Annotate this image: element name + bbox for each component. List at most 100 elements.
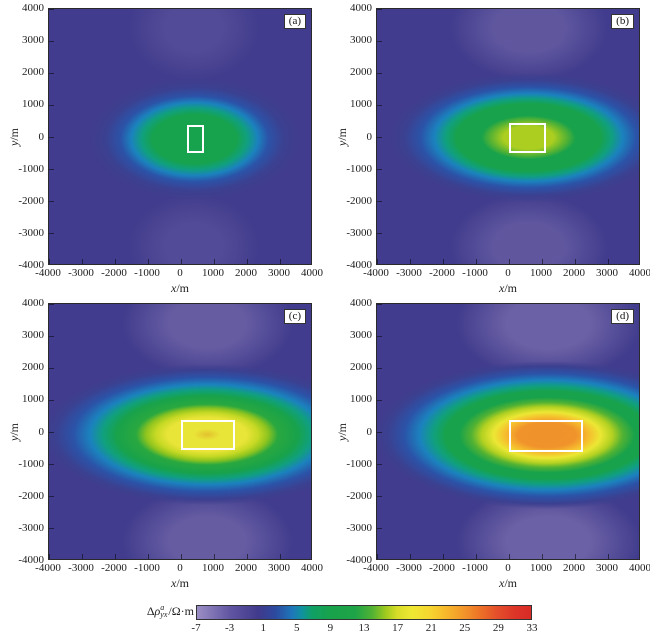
- x-tick-label: 3000: [268, 267, 290, 279]
- x-tick-label: -4000: [35, 562, 61, 574]
- contour-panel-b: (b): [376, 8, 640, 265]
- target-body-outline: [509, 419, 584, 452]
- y-axis-tick: [377, 40, 382, 42]
- x-tick-label: -3000: [396, 267, 422, 279]
- side-lobe-bottom: [121, 487, 294, 559]
- y-tick-label: -1000: [18, 162, 44, 175]
- colorbar-label-supsub: a yx: [160, 603, 168, 619]
- x-tick-label: -4000: [35, 267, 61, 279]
- y-tick-label: 0: [366, 130, 373, 143]
- x-axis-tick: [409, 259, 411, 264]
- x-tick-label: 0: [177, 562, 183, 574]
- anomaly-blob: [49, 363, 311, 506]
- x-tick-label: -2000: [429, 267, 455, 279]
- y-axis-tick: [377, 233, 382, 235]
- x-axis-tick: [49, 554, 50, 559]
- y-axis-tick: [377, 72, 382, 74]
- x-tick-label: -2000: [101, 562, 127, 574]
- x-axis-tick: [49, 259, 50, 264]
- target-body-outline: [509, 123, 546, 153]
- colorbar-label-sub: yx: [160, 610, 168, 619]
- y-tick-label: -3000: [346, 226, 372, 239]
- panel-label: (d): [611, 309, 634, 324]
- x-tick-label: -3000: [68, 562, 94, 574]
- contour-panel-c: (c): [48, 303, 312, 560]
- y-tick-label: -1000: [346, 162, 372, 175]
- x-tick-label: -1000: [134, 267, 160, 279]
- x-axis-unit: /m: [504, 281, 517, 295]
- x-axis-title: x/m: [160, 281, 200, 295]
- y-axis-unit: /m: [7, 127, 21, 141]
- x-axis-tick: [180, 259, 182, 264]
- x-tick-label: 1000: [530, 562, 552, 574]
- colorbar-tick-label: -3: [225, 622, 235, 634]
- colorbar-tick-label: 9: [327, 622, 334, 634]
- y-tick-label: -2000: [18, 194, 44, 207]
- side-lobe-top: [449, 9, 608, 82]
- y-tick-label: -4000: [346, 259, 372, 271]
- y-axis-tick: [377, 496, 382, 498]
- y-axis-tick: [377, 335, 382, 337]
- y-tick-label: 3000: [350, 34, 372, 47]
- y-tick-label: 0: [38, 425, 45, 438]
- x-tick-label: -4000: [363, 562, 389, 574]
- panel-label: (c): [283, 309, 306, 324]
- x-axis-tick: [508, 554, 510, 559]
- target-body-outline: [181, 419, 236, 451]
- y-axis-unit: /m: [7, 422, 21, 436]
- x-tick-label: 1000: [530, 267, 552, 279]
- x-axis-tick: [574, 554, 576, 559]
- colorbar-label-unit: /Ω·m: [168, 603, 194, 618]
- y-axis-title: y/m: [335, 117, 349, 157]
- x-tick-label: 0: [505, 562, 511, 574]
- y-axis-title: y/m: [7, 117, 21, 157]
- y-axis-tick: [377, 432, 382, 433]
- x-axis-var: x: [171, 281, 177, 295]
- x-axis-title: x/m: [488, 576, 528, 590]
- x-axis-unit: /m: [176, 281, 189, 295]
- y-tick-label: 0: [366, 425, 373, 438]
- side-lobe-bottom: [128, 193, 261, 264]
- x-axis-tick: [279, 259, 281, 264]
- colorbar-tick-label: 17: [392, 622, 404, 634]
- colorbar-tick-label: 13: [358, 622, 370, 634]
- colorbar-label-sup: a: [160, 603, 165, 612]
- x-tick-label: -3000: [396, 562, 422, 574]
- x-axis-tick: [409, 554, 411, 559]
- x-tick-label: 4000: [301, 267, 323, 279]
- y-axis-tick: [49, 104, 54, 106]
- x-axis-tick: [114, 259, 116, 264]
- x-tick-label: -1000: [462, 267, 488, 279]
- y-tick-label: 1000: [350, 393, 372, 406]
- colorbar-label-delta: Δ: [146, 603, 155, 618]
- x-axis-tick: [377, 259, 378, 264]
- contour-panel-d: (d): [376, 303, 640, 560]
- panel-label: (b): [611, 14, 634, 29]
- x-axis-tick: [442, 554, 444, 559]
- y-axis-tick: [49, 304, 54, 305]
- panel-label: (a): [283, 14, 306, 29]
- x-tick-label: 0: [505, 267, 511, 279]
- x-axis-tick: [607, 259, 609, 264]
- x-axis-tick: [541, 554, 543, 559]
- y-axis-tick: [377, 367, 382, 369]
- y-tick-label: 4000: [22, 2, 44, 14]
- x-axis-tick: [147, 259, 149, 264]
- y-tick-label: -1000: [346, 457, 372, 470]
- y-tick-label: -3000: [346, 521, 372, 534]
- x-tick-label: 4000: [629, 562, 650, 574]
- y-axis-tick: [49, 201, 54, 203]
- y-axis-tick: [49, 169, 54, 171]
- side-lobe-bottom: [456, 485, 639, 559]
- y-tick-label: -3000: [18, 226, 44, 239]
- x-tick-label: -1000: [134, 562, 160, 574]
- y-axis-tick: [377, 104, 382, 106]
- x-axis-tick: [81, 554, 83, 559]
- x-axis-tick: [213, 259, 215, 264]
- y-tick-label: 0: [38, 130, 45, 143]
- y-axis-tick: [377, 137, 382, 138]
- side-lobe-bottom: [449, 193, 608, 264]
- y-axis-tick: [49, 399, 54, 401]
- x-axis-tick: [475, 259, 477, 264]
